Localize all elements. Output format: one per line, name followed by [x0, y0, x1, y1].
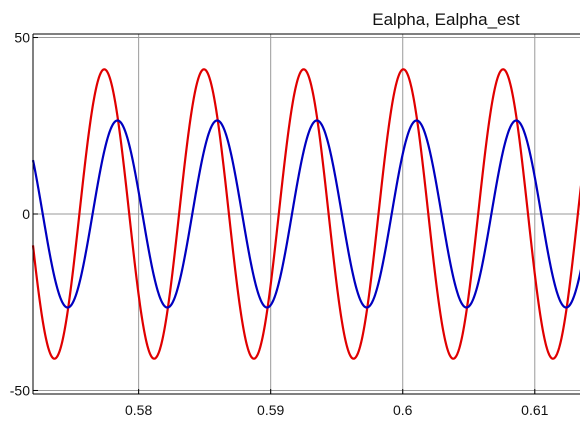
- x-tick-label: 0.61: [521, 402, 548, 418]
- y-tick-label: 50: [14, 30, 30, 46]
- axis-ticks: 0.58 0.59 0.6 0.61 50 0 -50: [10, 30, 549, 418]
- series-line-1: [31, 68, 580, 360]
- series-line-2: [31, 119, 580, 309]
- series-lines: [31, 68, 580, 360]
- x-tick-label: 0.6: [393, 402, 413, 418]
- x-tick-label: 0.58: [125, 402, 152, 418]
- grid-lines: [33, 34, 580, 394]
- x-tick-label: 0.59: [257, 402, 284, 418]
- chart-title: Ealpha, Ealpha_est: [372, 10, 520, 29]
- y-tick-label: 0: [22, 206, 30, 222]
- y-tick-label: -50: [10, 382, 30, 398]
